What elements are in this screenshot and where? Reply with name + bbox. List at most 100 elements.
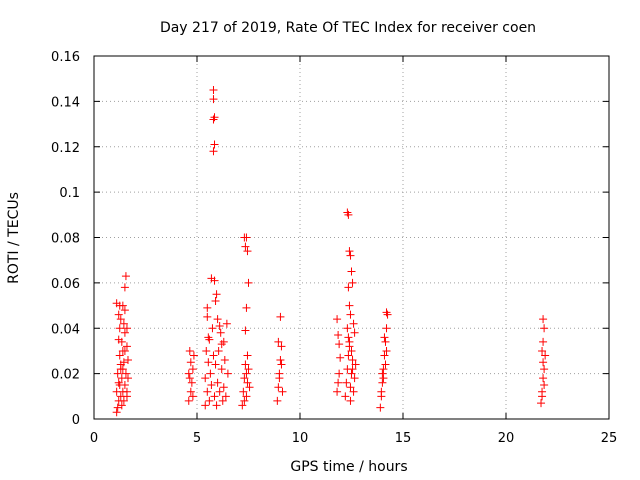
data-point	[209, 86, 218, 95]
data-point	[540, 324, 549, 333]
data-point	[276, 312, 285, 321]
data-point	[221, 392, 230, 401]
data-point	[211, 297, 220, 306]
y-tick-label: 0.16	[51, 50, 80, 65]
data-point	[115, 324, 124, 333]
data-point	[204, 358, 213, 367]
data-point	[120, 283, 129, 292]
data-point	[123, 356, 132, 365]
y-tick-label: 0.08	[51, 232, 80, 247]
data-point	[243, 378, 252, 387]
data-point	[210, 140, 219, 149]
data-point	[240, 396, 249, 405]
data-point	[116, 360, 125, 369]
data-point	[120, 380, 129, 389]
data-point	[350, 374, 359, 383]
data-point	[537, 399, 546, 408]
data-point	[116, 315, 125, 324]
data-point	[113, 403, 122, 412]
y-tick-label: 0.06	[51, 277, 80, 292]
data-point	[350, 328, 359, 337]
data-point	[344, 351, 353, 360]
data-point	[242, 233, 251, 242]
data-point	[189, 351, 198, 360]
data-point	[214, 346, 223, 355]
y-tick-label: 0.1	[59, 186, 80, 201]
data-point	[186, 387, 195, 396]
data-point	[351, 360, 360, 369]
data-points	[112, 86, 550, 417]
data-point	[215, 321, 224, 330]
data-point	[349, 387, 358, 396]
data-point	[349, 319, 358, 328]
data-point	[242, 369, 251, 378]
data-point	[377, 387, 386, 396]
data-point	[203, 312, 212, 321]
data-point	[343, 324, 352, 333]
data-point	[117, 401, 126, 410]
data-point	[219, 383, 228, 392]
data-point	[347, 267, 356, 276]
data-point	[121, 369, 130, 378]
data-point	[238, 401, 247, 410]
data-point	[212, 401, 221, 410]
data-point	[277, 360, 286, 369]
data-point	[206, 369, 215, 378]
data-point	[117, 337, 126, 346]
data-point	[336, 353, 345, 362]
data-point	[213, 315, 222, 324]
data-point	[245, 383, 254, 392]
data-point	[239, 387, 248, 396]
data-point	[211, 360, 220, 369]
data-point	[244, 365, 253, 374]
data-point	[205, 396, 214, 405]
data-point	[209, 147, 218, 156]
data-point	[216, 328, 225, 337]
plot-frame	[93, 55, 610, 420]
data-point	[188, 392, 197, 401]
data-point	[379, 365, 388, 374]
data-point	[541, 351, 550, 360]
data-point	[277, 342, 286, 351]
data-point	[208, 324, 217, 333]
data-point	[241, 326, 250, 335]
data-point	[122, 342, 131, 351]
data-point	[344, 210, 353, 219]
data-point	[204, 333, 213, 342]
data-point	[185, 346, 194, 355]
x-tick-label: 20	[498, 431, 515, 446]
chart-title: Day 217 of 2019, Rate Of TEC Index for r…	[160, 20, 536, 36]
y-tick-label: 0.02	[51, 368, 80, 383]
x-tick-label: 15	[395, 431, 412, 446]
data-point	[120, 328, 129, 337]
data-point	[184, 396, 193, 405]
data-point	[348, 278, 357, 287]
data-point	[119, 319, 128, 328]
data-point	[243, 247, 252, 256]
data-point	[212, 290, 221, 299]
data-point	[209, 351, 218, 360]
data-point	[334, 378, 343, 387]
data-point	[112, 408, 121, 417]
data-point	[540, 380, 549, 389]
data-point	[115, 351, 124, 360]
data-point	[346, 396, 355, 405]
data-point	[381, 337, 390, 346]
data-point	[218, 396, 227, 405]
data-point	[379, 374, 388, 383]
data-point	[219, 337, 228, 346]
data-point	[242, 392, 251, 401]
data-point	[185, 374, 194, 383]
data-point	[223, 369, 232, 378]
data-point	[335, 340, 344, 349]
data-point	[335, 369, 344, 378]
data-point	[120, 306, 129, 315]
data-point	[209, 95, 218, 104]
data-point	[222, 319, 231, 328]
data-point	[122, 387, 131, 396]
data-point	[215, 387, 224, 396]
data-point	[243, 351, 252, 360]
y-tick-label: 0.12	[51, 141, 80, 156]
data-point	[278, 387, 287, 396]
